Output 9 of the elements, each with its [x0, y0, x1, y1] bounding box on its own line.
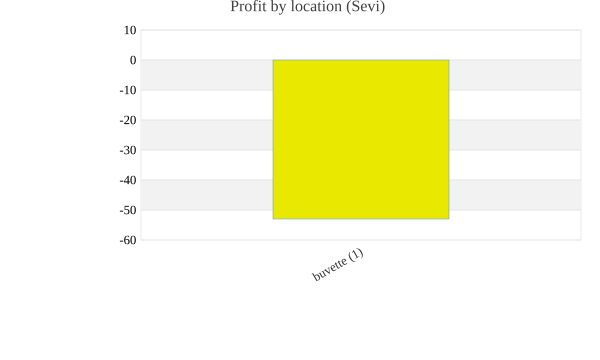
y-tick-label: 0 — [130, 56, 136, 64]
chart-title: Profit by location (Sevi) — [230, 0, 385, 15]
y-tick-label: -60 — [120, 236, 136, 244]
y-tick-label: -40 — [120, 176, 136, 184]
y-tick-label: -30 — [120, 146, 136, 154]
y-tick-label: -50 — [120, 206, 136, 214]
y-tick-label: 10 — [124, 26, 136, 34]
y-tick-label: -10 — [120, 86, 136, 94]
y-tick-label: -20 — [120, 116, 136, 124]
